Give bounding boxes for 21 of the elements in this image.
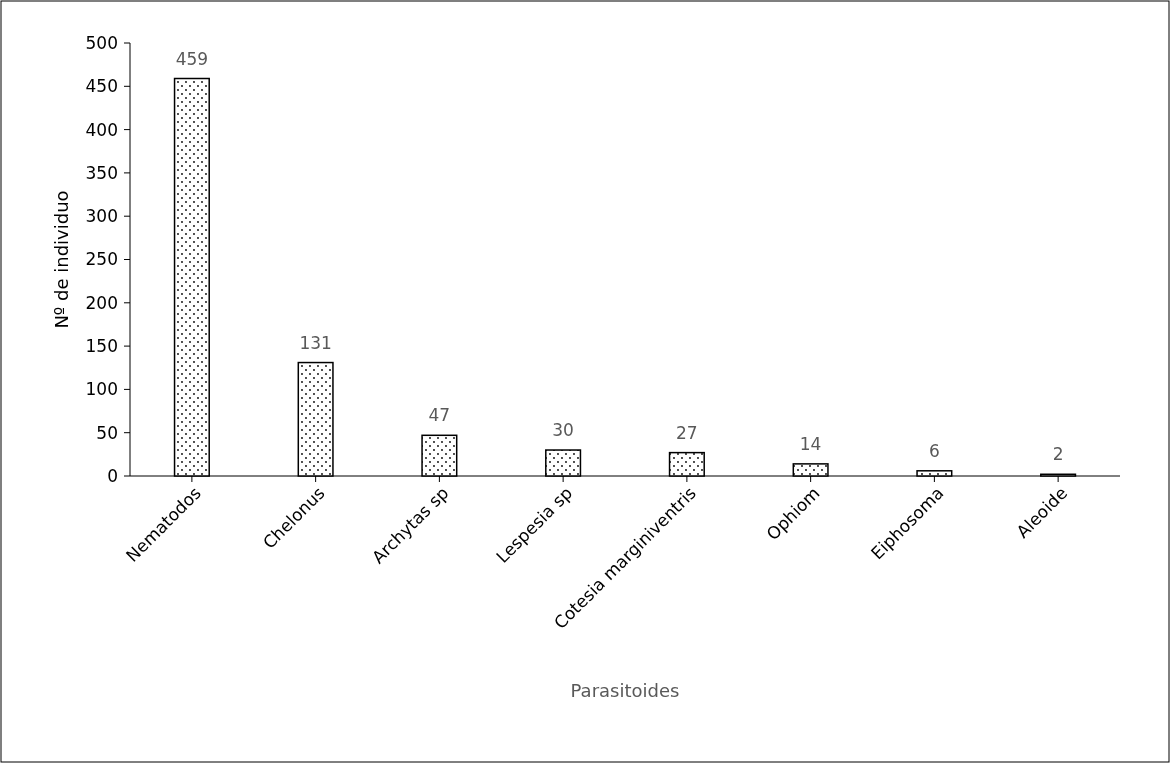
y-tick-label: 400 bbox=[85, 119, 118, 140]
y-tick-label: 50 bbox=[96, 422, 118, 443]
y-axis-title: Nº de individuo bbox=[51, 190, 72, 329]
data-label: 2 bbox=[1052, 444, 1064, 465]
data-label: 459 bbox=[175, 48, 209, 69]
data-label: 131 bbox=[299, 332, 332, 353]
y-tick-label: 450 bbox=[85, 76, 118, 97]
data-label: 27 bbox=[676, 422, 698, 443]
data-label: 6 bbox=[928, 440, 940, 461]
y-tick-label: 300 bbox=[85, 206, 118, 227]
y-tick-label: 0 bbox=[107, 465, 118, 486]
y-tick-label: 350 bbox=[85, 162, 118, 183]
y-tick-label: 250 bbox=[85, 249, 118, 270]
y-tick-label: 500 bbox=[85, 32, 118, 53]
data-label: 47 bbox=[428, 405, 451, 426]
data-label: 14 bbox=[799, 433, 822, 454]
y-tick-label: 100 bbox=[85, 379, 118, 400]
y-tick-label: 150 bbox=[85, 336, 118, 357]
y-tick-label: 200 bbox=[85, 292, 118, 313]
x-axis-title: Parasitoides bbox=[570, 680, 680, 701]
data-label: 30 bbox=[552, 420, 574, 441]
